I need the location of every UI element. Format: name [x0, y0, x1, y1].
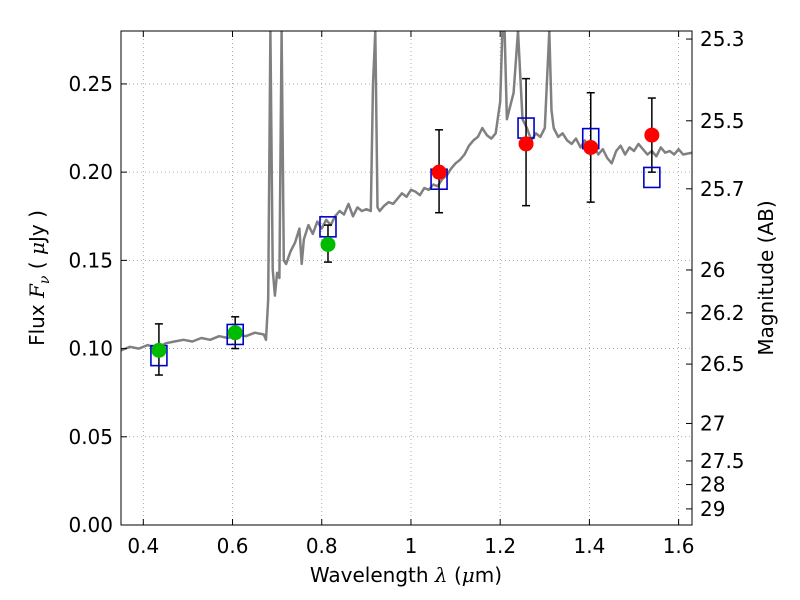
- nir-photometry-point: [431, 164, 447, 180]
- plot-frame: [120, 30, 693, 526]
- y-tick-label: 0.00: [68, 513, 113, 537]
- y2-tick-label: 25.5: [700, 109, 745, 133]
- y-axis-label: Flux Fν ( μJy ): [25, 210, 53, 346]
- y2-tick-label: 27.5: [700, 449, 745, 473]
- nir-photometry-point: [518, 136, 534, 152]
- y2-tick-label: 29: [700, 497, 725, 521]
- x-tick-label: 1: [405, 534, 418, 558]
- y-tick-label: 0.15: [68, 248, 113, 272]
- nir-photometry-point: [644, 127, 660, 143]
- model-photometry-square: [319, 216, 337, 238]
- y-tick-label: 0.20: [68, 160, 113, 184]
- y2-tick-label: 26: [700, 258, 725, 282]
- y2-tick-label: 26.5: [700, 352, 745, 376]
- x-axis-label: Wavelength λ (μm): [310, 563, 502, 587]
- axis-ticks: 0.4 0.6 0.8 1 1.2 1.4 1.6 0.00 0.05 0.10 0.15 0.20 0…: [68, 27, 744, 558]
- x-tick-label: 0.6: [217, 534, 249, 558]
- optical-photometry-point: [227, 325, 243, 341]
- x-tick-label: 1.4: [573, 534, 605, 558]
- y2-tick-label: 25.7: [700, 177, 745, 201]
- y2-axis-label: Magnitude (AB): [754, 200, 778, 355]
- x-tick-label: 0.4: [127, 534, 159, 558]
- y2-tick-label: 26.2: [700, 301, 745, 325]
- y2-tick-label: 25.3: [700, 27, 745, 51]
- y-tick-label: 0.10: [68, 337, 113, 361]
- y2-tick-label: 27: [700, 411, 725, 435]
- model-photometry-square: [643, 166, 661, 189]
- nir-photometry-point: [583, 139, 599, 155]
- x-tick-label: 0.8: [306, 534, 338, 558]
- x-tick-label: 1.6: [663, 534, 695, 558]
- optical-photometry-point: [320, 236, 336, 252]
- y2-tick-label: 28: [700, 473, 725, 497]
- y-tick-label: 0.05: [68, 425, 113, 449]
- x-tick-label: 1.2: [484, 534, 516, 558]
- y-tick-label: 0.25: [68, 72, 113, 96]
- model-photometry-square: [226, 323, 244, 346]
- optical-photometry-point: [151, 342, 167, 358]
- observed-photometry-layer: [151, 127, 660, 358]
